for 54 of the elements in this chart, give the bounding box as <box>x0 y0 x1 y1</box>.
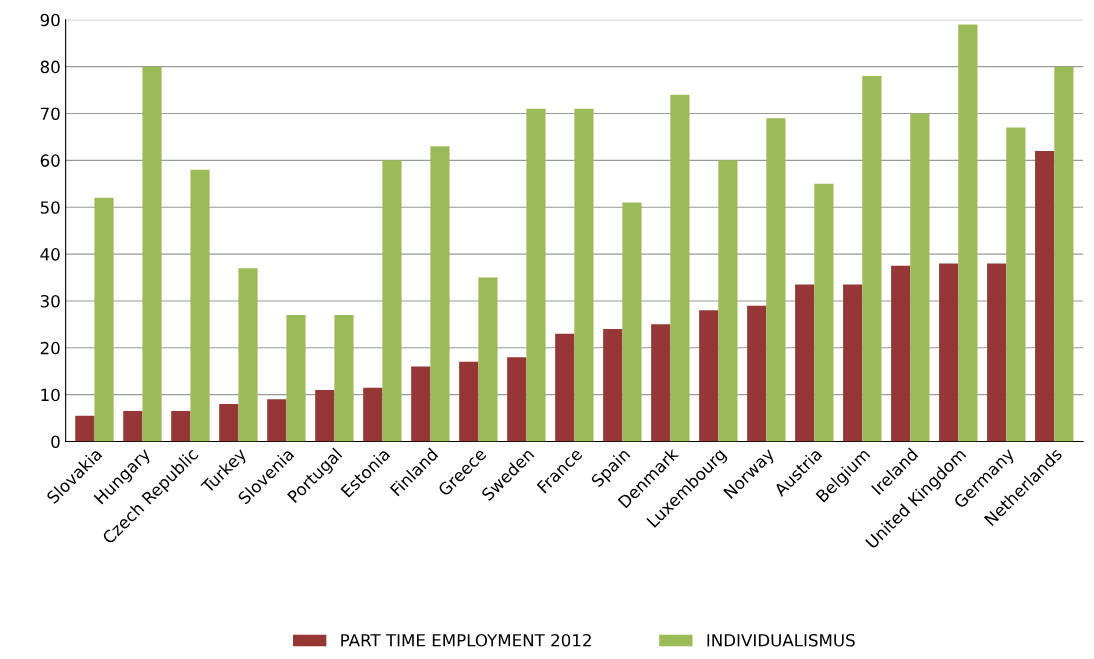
bar <box>766 118 786 442</box>
y-tick-label: 40 <box>40 248 60 261</box>
bar <box>334 315 354 442</box>
bar <box>862 76 882 442</box>
bar <box>670 94 690 442</box>
legend-label: PART TIME EMPLOYMENT 2012 <box>341 633 591 647</box>
bar <box>699 310 719 442</box>
y-tick-label: 10 <box>41 388 60 402</box>
legend-label: INDIVIDUALISMUS <box>707 633 855 647</box>
bar <box>478 277 498 442</box>
bar <box>219 404 239 442</box>
bar <box>603 329 623 442</box>
bar <box>958 24 978 442</box>
bar <box>363 387 383 442</box>
y-tick-label: 60 <box>40 154 60 167</box>
bar <box>459 361 479 442</box>
bar <box>718 160 738 442</box>
y-tick-label: 0 <box>51 435 60 449</box>
y-tick-label: 90 <box>40 13 60 27</box>
y-tick-label: 30 <box>40 294 60 308</box>
bar <box>1054 66 1074 442</box>
y-tick-label: 70 <box>40 107 60 121</box>
bar <box>171 411 191 442</box>
bar <box>430 146 450 442</box>
bar <box>910 113 930 442</box>
bar <box>94 197 114 442</box>
bar <box>814 183 834 442</box>
bar <box>747 305 767 442</box>
bar <box>507 357 527 442</box>
bar <box>123 411 143 442</box>
bar <box>315 389 335 442</box>
bar <box>382 160 402 442</box>
bar <box>622 202 642 442</box>
bar <box>1006 127 1026 442</box>
bar <box>75 415 95 442</box>
bar <box>142 66 162 442</box>
bar <box>526 108 546 442</box>
bar <box>939 263 959 442</box>
bar <box>267 399 287 442</box>
bar <box>795 284 815 442</box>
bar <box>190 169 210 442</box>
bar <box>891 265 911 442</box>
bar <box>286 315 306 442</box>
y-tick-label: 20 <box>40 341 60 355</box>
bar <box>843 284 863 442</box>
bar <box>1035 150 1055 442</box>
bar <box>651 324 671 442</box>
bar <box>987 263 1007 442</box>
bar <box>555 333 575 442</box>
bar <box>411 366 431 442</box>
bar <box>574 108 594 442</box>
y-tick-label: 80 <box>40 60 60 74</box>
bar <box>238 268 258 442</box>
y-tick-label: 50 <box>40 201 60 214</box>
